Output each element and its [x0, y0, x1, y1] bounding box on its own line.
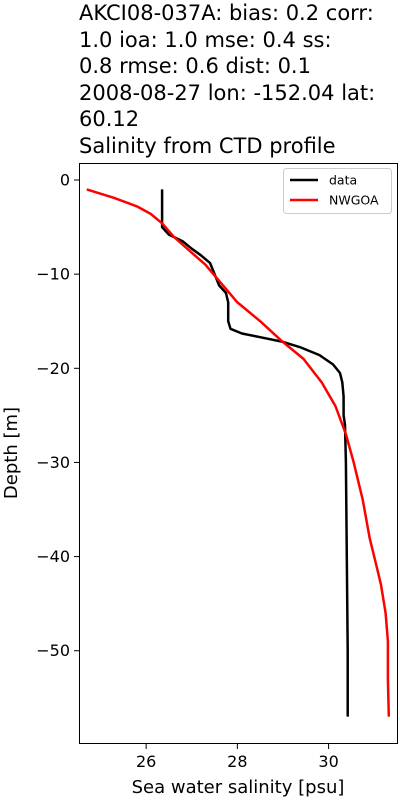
legend-label-data: data	[329, 173, 357, 188]
x-tick-label: 28	[227, 752, 247, 771]
y-tick-label: −40	[36, 547, 70, 566]
x-tick-label: 30	[318, 752, 338, 771]
y-tick-label: −10	[36, 265, 70, 284]
series-line-nwgoa	[86, 188, 391, 717]
y-tick-label: −20	[36, 359, 70, 378]
plot-frame	[79, 163, 398, 744]
series-layer	[86, 188, 391, 717]
chart-title-line: 60.12	[79, 107, 140, 131]
y-tick-label: 0	[60, 171, 70, 190]
x-axis-label: Sea water salinity [psu]	[132, 777, 345, 798]
legend: data NWGOA	[283, 168, 392, 214]
legend-label-nwgoa: NWGOA	[329, 193, 379, 208]
x-tick-label: 26	[136, 752, 156, 771]
chart-title-line: 0.8 rmse: 0.6 dist: 0.1	[79, 54, 311, 78]
chart-title: AKCI08-037A: bias: 0.2 corr: 1.0 ioa: 1.…	[79, 0, 400, 159]
ticks-layer: 26 28 30 0 −10 −20 −30 −40 −50	[36, 171, 339, 771]
chart-title-line: Salinity from CTD profile	[79, 133, 336, 158]
y-tick-label: −30	[36, 453, 70, 472]
chart-title-line: 1.0 ioa: 1.0 mse: 0.4 ss:	[79, 27, 332, 52]
chart-title-line: AKCI08-037A: bias: 0.2 corr:	[79, 1, 374, 25]
series-line-data	[160, 189, 349, 717]
y-axis-label: Depth [m]	[1, 407, 22, 499]
y-tick-label: −50	[36, 641, 70, 660]
chart-title-line: 2008-08-27 lon: -152.04 lat:	[79, 80, 376, 105]
